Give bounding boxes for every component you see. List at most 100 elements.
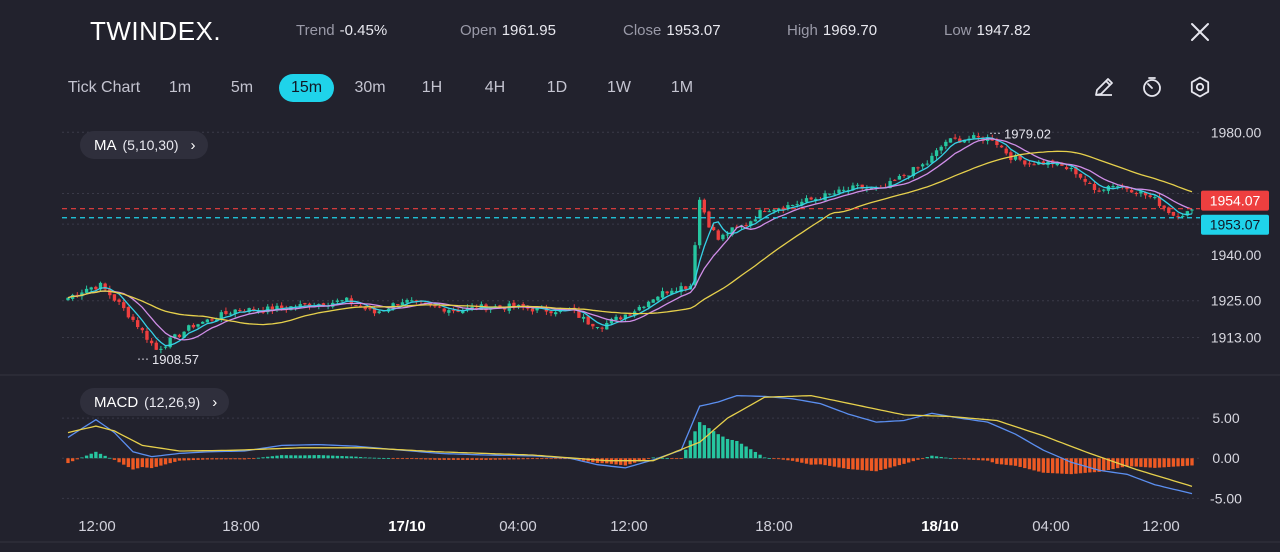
- macd-hist-bar: [437, 458, 442, 460]
- timeframe-15m[interactable]: 15m: [279, 74, 334, 102]
- macd-hist-bar: [145, 458, 149, 468]
- macd-hist-bar: [1185, 458, 1190, 466]
- close-price-tag-bg: [1201, 214, 1269, 235]
- macd-hist-bar: [103, 455, 107, 459]
- candle-body: [679, 286, 683, 293]
- candle-body: [888, 181, 892, 189]
- candle-body: [828, 193, 832, 195]
- macd-hist-bar: [149, 458, 154, 469]
- timeframe-1w[interactable]: 1W: [607, 79, 631, 96]
- macd-hist-bar: [1060, 458, 1064, 474]
- macd-hist-bar: [540, 458, 544, 460]
- candle-body: [962, 139, 967, 143]
- candle-body: [976, 136, 981, 138]
- timer-icon[interactable]: [1140, 75, 1164, 99]
- open-price-tag: 1954.07: [1210, 193, 1261, 209]
- candle-body: [907, 175, 911, 177]
- candle-body: [140, 328, 144, 331]
- ma-indicator-pill[interactable]: MA (5,10,30) ›: [80, 131, 208, 159]
- macd-hist-bar: [897, 458, 902, 466]
- candle-body: [1125, 186, 1129, 190]
- timeframe-tick-chart[interactable]: Tick Chart: [67, 79, 141, 96]
- candle-body: [697, 199, 702, 246]
- candle-body: [995, 140, 999, 145]
- timeframe-5m[interactable]: 5m: [230, 79, 254, 96]
- macd-hist-bar: [219, 458, 223, 460]
- macd-hist-bar: [80, 457, 84, 459]
- macd-hist-bar: [934, 456, 939, 459]
- candle-body: [358, 305, 363, 307]
- candle-body: [298, 304, 302, 308]
- macd-hist-bar: [442, 458, 446, 460]
- candle-body: [999, 145, 1004, 148]
- candle-body: [405, 299, 409, 303]
- candle-body: [1027, 163, 1032, 165]
- candle-body: [400, 302, 405, 306]
- timeframe-4h[interactable]: 4H: [484, 79, 506, 96]
- candle-body: [1074, 167, 1078, 175]
- candle-body: [447, 310, 451, 313]
- timeframe-1m[interactable]: 1m: [168, 79, 192, 96]
- macd-hist-bar: [967, 458, 971, 460]
- candle-body: [1009, 152, 1013, 160]
- candle-body: [108, 289, 112, 296]
- macd-hist-bar: [530, 458, 535, 460]
- candle-body: [1148, 195, 1152, 197]
- settings-icon[interactable]: [1188, 75, 1212, 99]
- macd-hist-bar: [108, 457, 112, 459]
- candle-body: [930, 155, 934, 163]
- candle-body: [702, 199, 706, 213]
- macd-hist-bar: [739, 443, 744, 459]
- macd-hist-bar: [888, 458, 892, 468]
- macd-hist-bar: [1050, 458, 1055, 474]
- macd-hist-bar: [1176, 458, 1180, 467]
- macd-params: (12,26,9): [144, 394, 201, 410]
- candle-body: [619, 317, 623, 320]
- pencil-icon[interactable]: [1092, 75, 1116, 99]
- timeframe-1d[interactable]: 1D: [546, 79, 568, 96]
- macd-hist-bar: [688, 440, 693, 459]
- macd-hist-bar: [1037, 458, 1041, 472]
- macd-hist-bar: [907, 458, 911, 463]
- candle-body: [851, 185, 855, 191]
- macd-hist-bar: [1013, 458, 1018, 466]
- timeframe-1h[interactable]: 1H: [421, 79, 443, 96]
- candle-body: [410, 300, 414, 302]
- macd-hist-bar: [1009, 458, 1013, 466]
- macd-lines: [67, 394, 1193, 495]
- candle-body: [535, 307, 539, 311]
- close-icon[interactable]: [1188, 20, 1212, 44]
- macd-hist-bar: [247, 458, 251, 460]
- timeframe-30m[interactable]: 30m: [354, 79, 386, 96]
- macd-hist-bar: [284, 455, 288, 459]
- high-annotation: 1979.02: [1004, 126, 1051, 141]
- macd-hist-bar: [1069, 458, 1073, 475]
- macd-hist-bar: [549, 458, 553, 460]
- candle-body: [372, 307, 377, 314]
- macd-hist-bar: [191, 458, 196, 461]
- open-price-tag-bg: [1201, 190, 1269, 211]
- macd-hist-bar: [809, 458, 813, 465]
- macd-hist-bar: [1046, 458, 1050, 473]
- macd-hist-bar: [1111, 458, 1115, 470]
- macd-hist-bar: [879, 458, 883, 471]
- macd-hist-bar: [340, 456, 344, 459]
- macd-hist-bar: [800, 458, 804, 463]
- candle-body: [758, 210, 762, 219]
- candle-body: [442, 308, 446, 312]
- macd-hist-bar: [841, 458, 846, 469]
- ma5-line: [67, 137, 1193, 347]
- timeframe-1mo[interactable]: 1M: [670, 79, 694, 96]
- candle-body: [1181, 215, 1185, 217]
- macd-hist-bar: [758, 454, 762, 459]
- timeframe-bar: Tick Chart 1m 5m 15m 30m 1H 4H 1D 1W 1M: [0, 72, 1280, 106]
- candle-body: [753, 219, 758, 222]
- macd-hist-bar: [396, 458, 400, 460]
- macd-indicator-pill[interactable]: MACD (12,26,9) ›: [80, 388, 230, 416]
- macd-hist-bar: [512, 458, 516, 460]
- candle-body: [159, 348, 163, 350]
- macd-hist-bar: [233, 458, 237, 460]
- macd-hist-bar: [214, 458, 219, 460]
- stat-close: Close 1953.07: [623, 22, 721, 39]
- macd-hist-bar: [252, 458, 256, 460]
